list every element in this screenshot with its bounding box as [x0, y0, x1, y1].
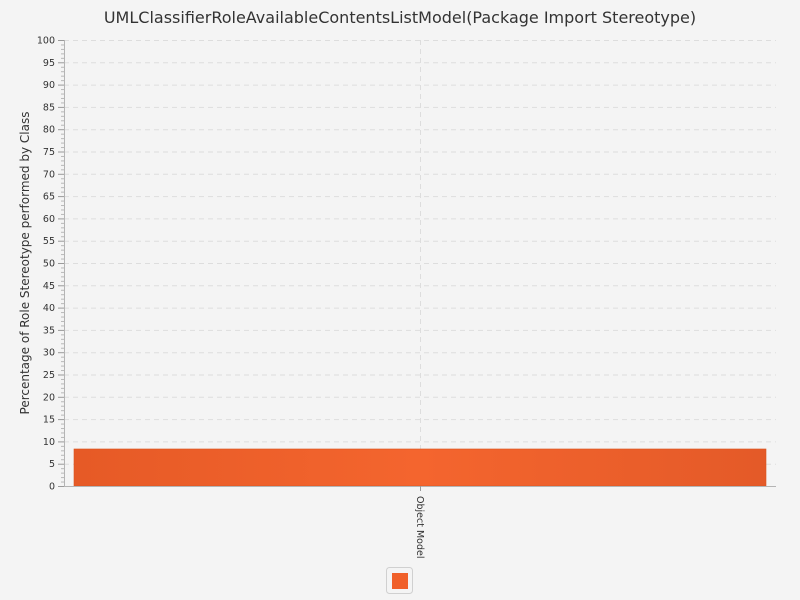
y-tick-label: 5: [49, 459, 55, 470]
x-tick-label: Object Model: [414, 496, 425, 558]
y-tick-label: 55: [43, 236, 55, 247]
y-tick-label: 10: [43, 437, 55, 448]
y-tick-label: 30: [43, 348, 55, 359]
y-tick-label: 0: [49, 482, 55, 493]
legend: [386, 567, 413, 594]
y-tick-label: 65: [43, 192, 55, 203]
y-tick-label: 40: [43, 303, 55, 314]
y-tick-label: 70: [43, 169, 55, 180]
y-tick-label: 80: [43, 125, 55, 136]
y-tick-label: 35: [43, 325, 55, 336]
y-tick-label: 50: [43, 259, 55, 270]
legend-swatch: [392, 573, 408, 589]
y-axis-label: Percentage of Role Stereotype performed …: [18, 112, 32, 415]
y-tick-label: 100: [37, 36, 55, 47]
bars: [73, 448, 767, 487]
chart-title: UMLClassifierRoleAvailableContentsListMo…: [104, 8, 696, 27]
y-tick-label: 75: [43, 147, 55, 158]
y-tick-label: 95: [43, 58, 55, 69]
axes: [58, 40, 776, 491]
bar: [73, 448, 767, 487]
y-tick-label: 25: [43, 370, 55, 381]
y-tick-label: 15: [43, 415, 55, 426]
y-tick-label: 20: [43, 392, 55, 403]
y-tick-label: 45: [43, 281, 55, 292]
y-tick-label: 85: [43, 102, 55, 113]
y-tick-label: 60: [43, 214, 55, 225]
y-tick-label: 90: [43, 80, 55, 91]
tick-labels: 0 5 10 15 20 25 30 35 40 45 50 55 60 65 70 75 80 85 90 95 10…: [37, 36, 425, 559]
grid: [64, 40, 776, 486]
